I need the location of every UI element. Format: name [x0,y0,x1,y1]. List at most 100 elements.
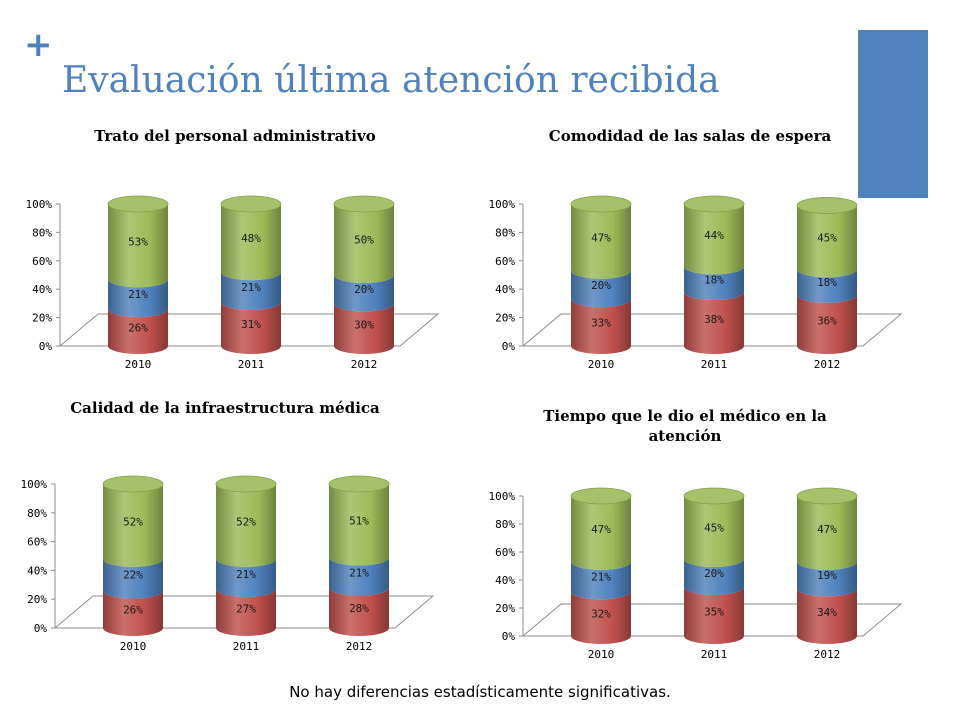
bar-segment [103,590,163,636]
y-tick-label: 100% [26,198,53,211]
y-tick-label: 80% [495,226,515,239]
bar-segment [571,561,631,600]
y-tick-label: 100% [489,490,516,503]
bar-top-cap [215,475,277,493]
bar-top-cap [570,487,632,505]
bar-segment [108,309,169,354]
chart-title-4: Tiempo que le dio el médico en la atenci… [543,407,827,445]
data-label: 36% [817,314,837,327]
data-label: 32% [591,608,611,621]
bar-segment [334,275,394,312]
y-tick-label: 60% [495,255,515,268]
x-tick-label: 2012 [351,358,378,371]
bar-top-cap [333,195,395,213]
bar-top-cap [220,195,282,213]
bar-segment [797,269,857,303]
data-label: 45% [817,231,837,244]
bar-segment [103,484,163,567]
y-tick-label: 60% [27,536,47,549]
bar-segment [684,587,744,644]
x-tick-label: 2010 [588,648,615,661]
bar-segment [108,204,169,288]
data-label: 21% [349,567,369,580]
bar-segment [571,299,631,354]
data-label: 45% [704,522,724,535]
data-label: 27% [236,603,256,616]
bar-top-cap [683,487,745,505]
data-label: 28% [349,602,369,615]
chart-floor [521,603,903,637]
data-label: 21% [241,281,261,294]
data-label: 47% [591,523,611,536]
data-label: 33% [591,317,611,330]
bar-top-cap [796,487,858,505]
y-tick-label: 0% [39,340,53,353]
y-tick-label: 40% [27,564,47,577]
bar-segment [103,558,163,599]
bar-segment [571,270,631,308]
y-tick-label: 60% [495,546,515,559]
bar-segment [216,558,276,598]
footnote: No hay diferencias estadísticamente sign… [289,683,671,701]
data-label: 21% [591,571,611,584]
chart-tiempo-medico: 0% 20% 40% 60% 80% 100% 32% 21% 47% 2010 35% 20% 45%… [489,487,903,661]
y-tick-label: 80% [32,226,52,239]
bar-segment [334,204,394,283]
bar-top-cap [683,195,745,213]
bar-segment [571,591,631,644]
bar-segment [571,204,631,279]
data-label: 52% [236,515,256,528]
bar-segment [329,557,389,596]
chart-floor [53,595,435,629]
bar-segment [334,303,394,354]
bar-segment [684,559,744,595]
data-label: 47% [591,231,611,244]
bar-top-cap [102,475,164,493]
chart-floor [521,313,903,347]
y-tick-label: 100% [489,198,516,211]
data-label: 26% [123,603,143,616]
x-tick-label: 2011 [701,648,728,661]
y-tick-label: 20% [32,312,52,325]
bar-segment [221,204,281,281]
bar-top-cap [796,197,858,214]
bar-segment [571,496,631,570]
data-label: 26% [128,322,148,335]
bar-segment [216,589,276,636]
x-tick-label: 2012 [346,640,373,653]
data-label: 50% [354,234,374,247]
slide-title: Evaluación última atención recibida [62,60,720,101]
y-tick-label: 20% [27,593,47,606]
bar-segment [684,292,744,354]
data-label: 22% [123,569,143,582]
data-label: 44% [704,229,724,242]
data-label: 52% [123,515,143,528]
x-tick-label: 2012 [814,648,841,661]
data-label: 18% [817,276,837,289]
data-label: 18% [704,273,724,286]
y-tick-label: 80% [27,507,47,520]
data-label: 21% [128,288,148,301]
bar-top-cap [570,195,632,213]
data-label: 20% [704,567,724,580]
data-label: 35% [704,606,724,619]
data-label: 47% [817,523,837,536]
chart-comodidad-salas: 0% 20% 40% 60% 80% 100% 33% 20% 47% 2010 38% 18% 44%… [489,195,903,371]
bar-segment [221,272,281,310]
y-tick-label: 40% [495,574,515,587]
x-tick-label: 2010 [120,640,147,653]
chart-infraestructura: 0% 20% 40% 60% 80% 100% 26% 22% 52% 2010 27% 21% 52%… [21,475,435,653]
y-tick-label: 80% [495,518,515,531]
data-label: 20% [591,279,611,292]
y-tick-label: 20% [495,602,515,615]
data-label: 20% [354,283,374,296]
x-tick-label: 2011 [238,358,265,371]
data-label: 38% [704,313,724,326]
bar-segment [108,279,169,318]
chart-floor [58,313,440,347]
bar-segment [216,484,276,567]
bar-segment [797,561,857,597]
y-tick-label: 60% [32,255,52,268]
x-tick-label: 2010 [588,358,615,371]
bar-segment [797,588,857,644]
